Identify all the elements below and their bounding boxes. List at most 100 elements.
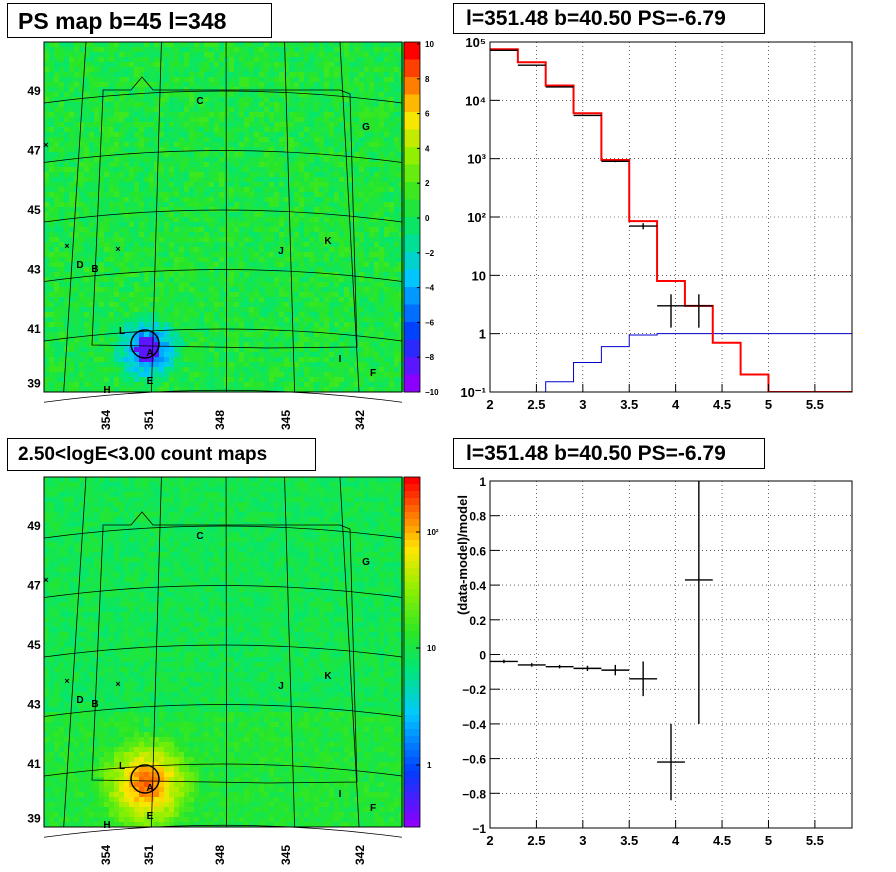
map-pixel (249, 52, 254, 57)
map-pixel (319, 77, 324, 82)
map-pixel (219, 262, 224, 267)
map-pixel (299, 47, 304, 52)
map-pixel (149, 352, 154, 357)
map-pixel (299, 217, 304, 222)
map-pixel (319, 377, 324, 382)
map-pixel (84, 172, 89, 177)
map-pixel (99, 352, 104, 357)
map-pixel (229, 142, 234, 147)
map-pixel (149, 137, 154, 142)
map-pixel (89, 77, 94, 82)
map-pixel (269, 152, 274, 157)
map-pixel (334, 167, 339, 172)
map-pixel (149, 132, 154, 137)
map-pixel (139, 327, 144, 332)
map-pixel (219, 252, 224, 257)
map-pixel (139, 347, 144, 352)
map-pixel (74, 97, 79, 102)
map-pixel (259, 362, 264, 367)
map-pixel (194, 182, 199, 187)
map-pixel (99, 202, 104, 207)
map-pixel (59, 47, 64, 52)
map-pixel (294, 332, 299, 337)
map-pixel (304, 57, 309, 62)
map-pixel (109, 87, 114, 92)
map-pixel (279, 147, 284, 152)
map-pixel (114, 267, 119, 272)
map-pixel (364, 157, 369, 162)
map-pixel (354, 242, 359, 247)
map-pixel (194, 382, 199, 387)
map-pixel (134, 327, 139, 332)
map-pixel (54, 192, 59, 197)
map-pixel (304, 122, 309, 127)
map-pixel (309, 327, 314, 332)
map-pixel (244, 347, 249, 352)
map-pixel (239, 337, 244, 342)
map-pixel (299, 127, 304, 132)
map-pixel (254, 87, 259, 92)
map-pixel (104, 157, 109, 162)
map-pixel (344, 237, 349, 242)
map-pixel (124, 62, 129, 67)
map-pixel (274, 132, 279, 137)
map-pixel (264, 117, 269, 122)
map-pixel (329, 187, 334, 192)
map-pixel (384, 282, 389, 287)
map-pixel (84, 157, 89, 162)
map-pixel (144, 212, 149, 217)
map-pixel (64, 262, 69, 267)
map-pixel (84, 217, 89, 222)
map-pixel (199, 192, 204, 197)
map-pixel (239, 297, 244, 302)
map-pixel (229, 362, 234, 367)
map-pixel (184, 337, 189, 342)
map-pixel (49, 322, 54, 327)
map-pixel (264, 197, 269, 202)
map-pixel (239, 212, 244, 217)
map-pixel (49, 152, 54, 157)
map-pixel (354, 297, 359, 302)
map-pixel (154, 347, 159, 352)
map-pixel (79, 232, 84, 237)
map-pixel (84, 372, 89, 377)
map-pixel (114, 147, 119, 152)
map-pixel (219, 62, 224, 67)
map-pixel (324, 347, 329, 352)
map-pixel (254, 57, 259, 62)
map-pixel (169, 207, 174, 212)
map-pixel (134, 187, 139, 192)
map-pixel (329, 197, 334, 202)
map-pixel (259, 267, 264, 272)
map-pixel (54, 242, 59, 247)
map-pixel (384, 247, 389, 252)
map-pixel (109, 222, 114, 227)
map-pixel (74, 277, 79, 282)
map-pixel (79, 182, 84, 187)
map-pixel (139, 202, 144, 207)
map-pixel (84, 47, 89, 52)
map-pixel (359, 152, 364, 157)
map-pixel (234, 167, 239, 172)
map-pixel (44, 97, 49, 102)
map-pixel (339, 82, 344, 87)
map-pixel (254, 127, 259, 132)
map-pixel (264, 232, 269, 237)
map-pixel (159, 207, 164, 212)
map-pixel (269, 277, 274, 282)
map-pixel (364, 202, 369, 207)
map-pixel (184, 332, 189, 337)
map-pixel (64, 222, 69, 227)
map-pixel (174, 237, 179, 242)
map-pixel (124, 317, 129, 322)
map-pixel (244, 217, 249, 222)
map-pixel (364, 137, 369, 142)
map-pixel (239, 162, 244, 167)
map-pixel (89, 277, 94, 282)
map-pixel (214, 87, 219, 92)
map-pixel (104, 297, 109, 302)
map-pixel (64, 57, 69, 62)
map-pixel (374, 102, 379, 107)
map-pixel (139, 287, 144, 292)
map-pixel (289, 62, 294, 67)
